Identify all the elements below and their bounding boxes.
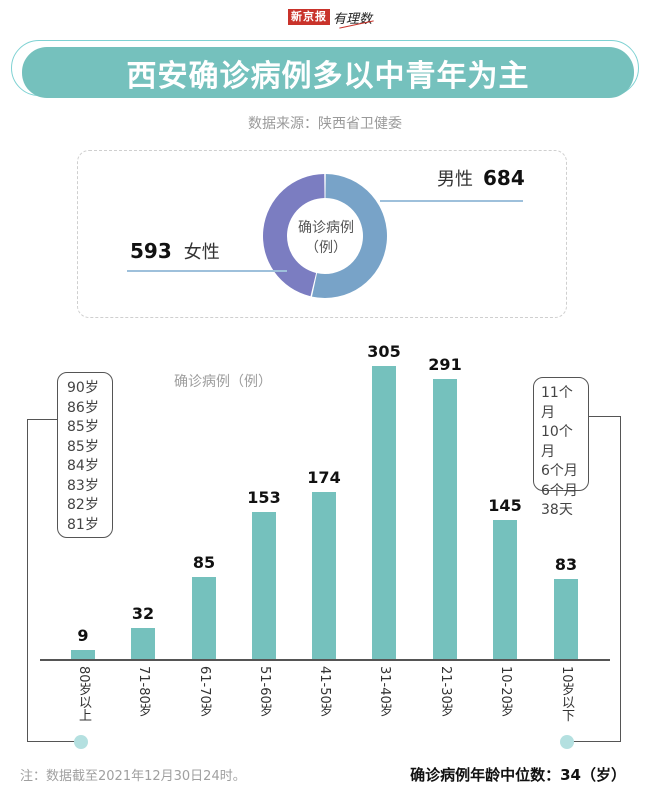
donut-center-label: 确诊病例 （例） xyxy=(290,218,362,258)
donut-center-line2: （例） xyxy=(305,240,347,256)
gender-panel xyxy=(77,150,567,318)
x-axis xyxy=(40,659,610,661)
bar-6 xyxy=(433,379,457,659)
male-value: 684 xyxy=(483,166,525,190)
donut-center-line1: 确诊病例 xyxy=(298,220,354,236)
infant-age-item: 6个月 xyxy=(541,463,578,479)
x-tick-label: 51-60岁 xyxy=(257,666,272,717)
elderly-age-item: 90岁 xyxy=(67,380,99,396)
elderly-connector-h2 xyxy=(27,741,77,743)
elderly-connector-v xyxy=(27,419,29,741)
x-tick-label: 61-70岁 xyxy=(197,666,212,717)
infant-connector-v xyxy=(620,416,622,741)
x-tick-label: 10岁以下 xyxy=(559,666,574,722)
elderly-ages-callout: 90岁 86岁 85岁 85岁 84岁 83岁 82岁 81岁 xyxy=(57,372,113,538)
female-slice xyxy=(263,174,325,297)
bar-value-label: 153 xyxy=(247,488,281,507)
male-leader-line xyxy=(380,200,523,202)
elderly-age-item: 85岁 xyxy=(67,419,99,435)
data-source: 数据来源：陕西省卫健委 xyxy=(248,116,402,132)
elderly-age-item: 81岁 xyxy=(67,516,99,533)
bar-7 xyxy=(493,520,517,659)
bar-value-label: 32 xyxy=(131,604,155,623)
infant-marker-dot xyxy=(560,735,574,749)
female-label: 女性 xyxy=(183,242,220,263)
bar-8 xyxy=(554,579,578,659)
median-age: 确诊病例年龄中位数：34（岁） xyxy=(410,766,626,784)
bar-3 xyxy=(252,512,276,659)
infant-age-item: 38天 xyxy=(541,502,573,518)
bar-0 xyxy=(71,650,95,659)
male-legend: 男性 684 xyxy=(437,165,525,191)
elderly-age-item: 86岁 xyxy=(67,399,99,416)
male-label: 男性 xyxy=(437,169,473,190)
logo-newspaper: 新京报 xyxy=(288,9,330,25)
infant-age-item: 10个月 xyxy=(541,424,573,460)
x-tick-label: 31-40岁 xyxy=(377,666,392,717)
x-tick-label: 21-30岁 xyxy=(438,666,453,717)
elderly-age-item: 83岁 xyxy=(67,477,99,494)
gender-donut-chart xyxy=(263,174,388,298)
bar-value-label: 174 xyxy=(307,468,341,487)
infant-age-item: 6个月 xyxy=(541,482,578,499)
bar-value-label: 9 xyxy=(77,626,89,645)
female-leader-line xyxy=(127,270,287,272)
bar-value-label: 85 xyxy=(192,553,216,572)
footnote: 注：数据截至2021年12月30日24时。 xyxy=(20,769,246,784)
bar-4 xyxy=(312,492,336,659)
elderly-age-item: 85岁 xyxy=(67,438,99,455)
x-tick-label: 41-50岁 xyxy=(317,666,332,717)
infant-connector-h2 xyxy=(570,741,621,743)
infant-connector-h1 xyxy=(589,416,621,418)
elderly-marker-dot xyxy=(74,735,88,749)
bar-1 xyxy=(131,628,155,659)
infant-ages-callout: 11个月 10个月 6个月 6个月 38天 xyxy=(533,377,589,518)
male-slice xyxy=(311,174,388,298)
bar-5 xyxy=(372,366,396,659)
title-banner: 西安确诊病例多以中青年为主 xyxy=(22,47,634,98)
x-tick-label: 71-80岁 xyxy=(136,666,151,717)
elderly-connector-h1 xyxy=(27,419,57,421)
bar-value-label: 291 xyxy=(428,355,462,374)
elderly-age-item: 84岁 xyxy=(67,458,99,474)
female-legend: 593 女性 xyxy=(130,238,220,264)
bar-2 xyxy=(192,577,216,659)
brand-logo: 新京报 有理数 xyxy=(288,8,372,27)
x-tick-label: 80岁以上 xyxy=(76,666,91,722)
logo-column: 有理数 xyxy=(333,8,372,27)
page-title: 西安确诊病例多以中青年为主 xyxy=(126,58,530,94)
chart-subtitle: 确诊病例（例） xyxy=(174,374,272,390)
bar-value-label: 305 xyxy=(367,342,401,361)
female-value: 593 xyxy=(130,239,172,263)
elderly-age-item: 82岁 xyxy=(67,497,99,513)
x-tick-label: 10-20岁 xyxy=(498,666,513,717)
bar-value-label: 145 xyxy=(488,496,522,515)
infant-age-item: 11个月 xyxy=(541,385,573,421)
bar-value-label: 83 xyxy=(554,555,578,574)
